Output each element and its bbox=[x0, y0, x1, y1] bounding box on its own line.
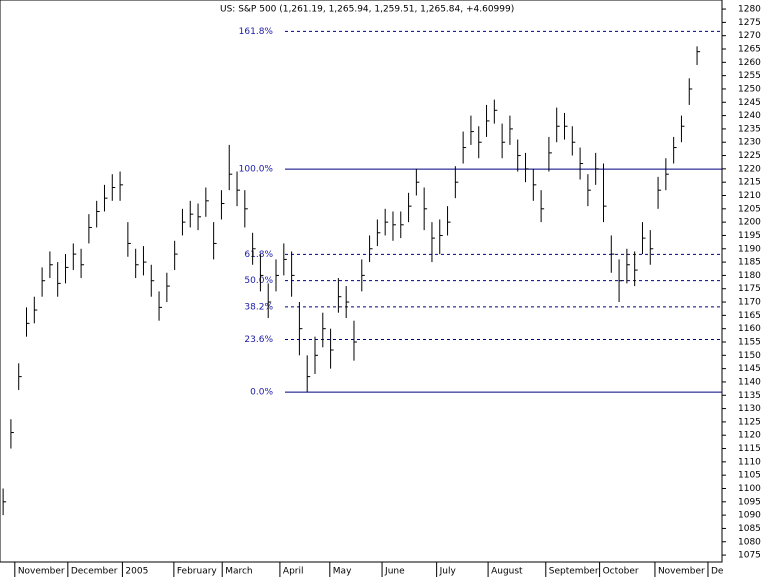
y-tick-label: 1135 bbox=[738, 391, 761, 401]
y-tick-label: 1090 bbox=[738, 511, 761, 521]
y-tick-label: 1120 bbox=[738, 431, 761, 441]
y-tick-label: 1190 bbox=[738, 244, 761, 254]
x-tick-label: August bbox=[491, 567, 523, 577]
fib-label: 161.8% bbox=[239, 27, 274, 37]
x-tick-label: November bbox=[18, 567, 65, 577]
y-tick-label: 1095 bbox=[738, 497, 761, 507]
y-tick-label: 1200 bbox=[738, 218, 761, 228]
y-tick-label: 1180 bbox=[738, 271, 761, 281]
y-tick-label: 1145 bbox=[738, 364, 761, 374]
y-tick-label: 1230 bbox=[738, 138, 761, 148]
y-tick-label: 1185 bbox=[738, 258, 761, 268]
y-tick-label: 1140 bbox=[738, 377, 761, 387]
y-tick-label: 1270 bbox=[738, 31, 761, 41]
y-tick-label: 1215 bbox=[738, 178, 761, 188]
y-tick-label: 1125 bbox=[738, 417, 761, 427]
y-tick-label: 1275 bbox=[738, 18, 761, 28]
y-tick-label: 1250 bbox=[738, 84, 761, 94]
y-tick-label: 1160 bbox=[738, 324, 761, 334]
y-tick-label: 1280 bbox=[738, 5, 761, 15]
y-tick-label: 1170 bbox=[738, 298, 761, 308]
x-tick-label: December bbox=[71, 567, 118, 577]
x-tick-label: July bbox=[439, 567, 457, 577]
fib-label: 50.0% bbox=[244, 276, 273, 286]
y-tick-label: 1150 bbox=[738, 351, 761, 361]
y-tick-label: 1085 bbox=[738, 524, 761, 534]
x-tick-label: September bbox=[549, 567, 599, 577]
x-tick-label: May bbox=[333, 567, 352, 577]
x-tick-label: April bbox=[283, 567, 304, 577]
y-tick-label: 1195 bbox=[738, 231, 761, 241]
fib-label: 100.0% bbox=[239, 165, 274, 175]
y-tick-label: 1080 bbox=[738, 537, 761, 547]
y-tick-label: 1105 bbox=[738, 471, 761, 481]
fib-label: 0.0% bbox=[250, 388, 273, 398]
x-tick-label: February bbox=[177, 567, 218, 577]
fib-label: 38.2% bbox=[244, 302, 273, 312]
y-tick-label: 1075 bbox=[738, 551, 761, 561]
fib-label: 23.6% bbox=[244, 335, 273, 345]
y-tick-label: 1235 bbox=[738, 124, 761, 134]
y-tick-label: 1205 bbox=[738, 204, 761, 214]
y-tick-label: 1240 bbox=[738, 111, 761, 121]
plot-frame bbox=[0, 0, 723, 563]
y-tick-label: 1220 bbox=[738, 164, 761, 174]
fib-label: 61.8% bbox=[244, 250, 273, 260]
x-tick-label: June bbox=[384, 567, 405, 577]
x-tick-label: March bbox=[225, 567, 252, 577]
y-tick-label: 1130 bbox=[738, 404, 761, 414]
x-tick-label: November bbox=[658, 567, 705, 577]
y-tick-label: 1265 bbox=[738, 45, 761, 55]
y-tick-label: 1115 bbox=[738, 444, 761, 454]
y-tick-label: 1100 bbox=[738, 484, 761, 494]
x-tick-label: October bbox=[603, 567, 639, 577]
y-tick-label: 1245 bbox=[738, 98, 761, 108]
y-tick-label: 1155 bbox=[738, 337, 761, 347]
y-tick-label: 1110 bbox=[738, 457, 761, 467]
y-tick-label: 1255 bbox=[738, 71, 761, 81]
chart-title: US: S&P 500 (1,261.19, 1,265.94, 1,259.5… bbox=[220, 5, 514, 15]
y-tick-label: 1225 bbox=[738, 151, 761, 161]
y-tick-label: 1165 bbox=[738, 311, 761, 321]
x-tick-label: De bbox=[711, 567, 724, 577]
x-tick-label: 2005 bbox=[125, 567, 148, 577]
y-tick-label: 1260 bbox=[738, 58, 761, 68]
y-tick-label: 1210 bbox=[738, 191, 761, 201]
y-tick-label: 1175 bbox=[738, 284, 761, 294]
